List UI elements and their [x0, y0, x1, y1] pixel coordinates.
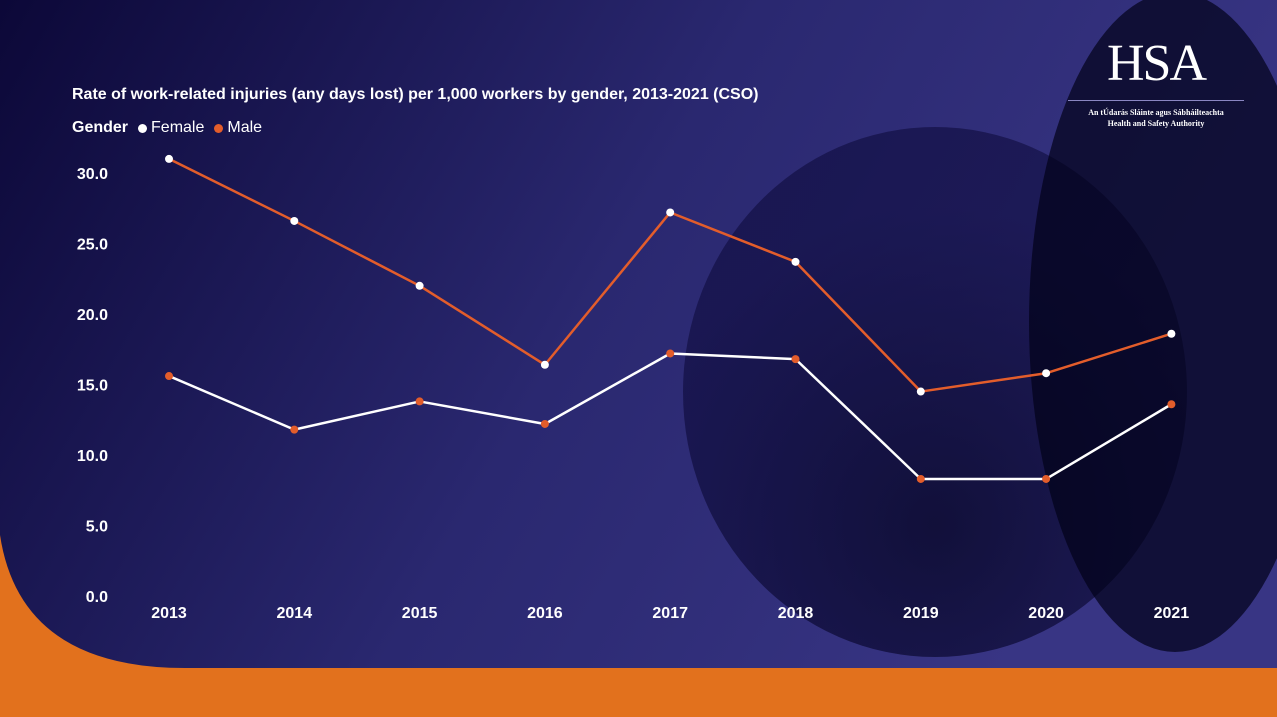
x-tick-label: 2018	[778, 605, 814, 622]
data-point-male-2020[interactable]	[1042, 369, 1051, 378]
data-point-female-2016[interactable]	[540, 419, 549, 428]
y-tick-label: 5.0	[86, 519, 108, 536]
x-tick-label: 2014	[277, 605, 313, 622]
legend-marker-male-icon	[214, 123, 224, 133]
y-tick-label: 20.0	[77, 307, 108, 324]
data-point-female-2021[interactable]	[1167, 400, 1176, 409]
data-point-male-2019[interactable]	[916, 387, 925, 396]
logo-divider	[1068, 100, 1244, 101]
chart-title: Rate of work-related injuries (any days …	[72, 86, 759, 103]
data-point-male-2014[interactable]	[290, 216, 299, 225]
x-tick-label: 2015	[402, 605, 438, 622]
data-point-female-2014[interactable]	[290, 425, 299, 434]
x-tick-label: 2017	[652, 605, 688, 622]
decor-ellipse-small	[1029, 0, 1277, 652]
data-point-female-2018[interactable]	[791, 355, 800, 364]
legend-entry-female: Female	[138, 119, 204, 137]
legend-entry-male: Male	[214, 119, 262, 137]
x-tick-label: 2020	[1028, 605, 1064, 622]
hsa-logo: HSA An tÚdarás Sláinte agus Sábháilteach…	[1068, 36, 1244, 129]
x-tick-label: 2013	[151, 605, 187, 622]
data-point-female-2015[interactable]	[415, 397, 424, 406]
y-tick-label: 25.0	[77, 237, 108, 254]
data-point-male-2015[interactable]	[415, 281, 424, 290]
data-point-female-2013[interactable]	[165, 372, 173, 381]
data-point-male-2017[interactable]	[666, 208, 675, 217]
logo-irish-name: An tÚdarás Sláinte agus Sábháilteachta	[1088, 108, 1224, 117]
legend-marker-female-icon	[138, 123, 148, 133]
data-point-male-2013[interactable]	[165, 154, 173, 163]
data-point-male-2018[interactable]	[791, 257, 800, 266]
chart-legend: Gender Female Male	[72, 119, 272, 137]
y-tick-label: 30.0	[77, 166, 108, 183]
x-tick-label: 2016	[527, 605, 563, 622]
data-point-female-2019[interactable]	[916, 474, 925, 483]
data-point-female-2020[interactable]	[1042, 474, 1051, 483]
logo-mark: HSA	[1106, 35, 1207, 92]
series-line-female	[168, 352, 1173, 481]
y-tick-label: 0.0	[86, 589, 108, 606]
data-point-female-2017[interactable]	[666, 349, 675, 358]
legend-label-female: Female	[151, 119, 205, 136]
legend-title: Gender	[72, 119, 129, 136]
data-point-male-2016[interactable]	[540, 360, 549, 369]
logo-english-name: Health and Safety Authority	[1107, 119, 1205, 128]
y-tick-label: 15.0	[77, 378, 108, 395]
legend-label-male: Male	[227, 119, 263, 136]
x-tick-label: 2021	[1154, 605, 1190, 622]
y-tick-label: 10.0	[77, 448, 108, 465]
x-tick-label: 2019	[903, 605, 939, 622]
data-point-male-2021[interactable]	[1167, 329, 1176, 338]
